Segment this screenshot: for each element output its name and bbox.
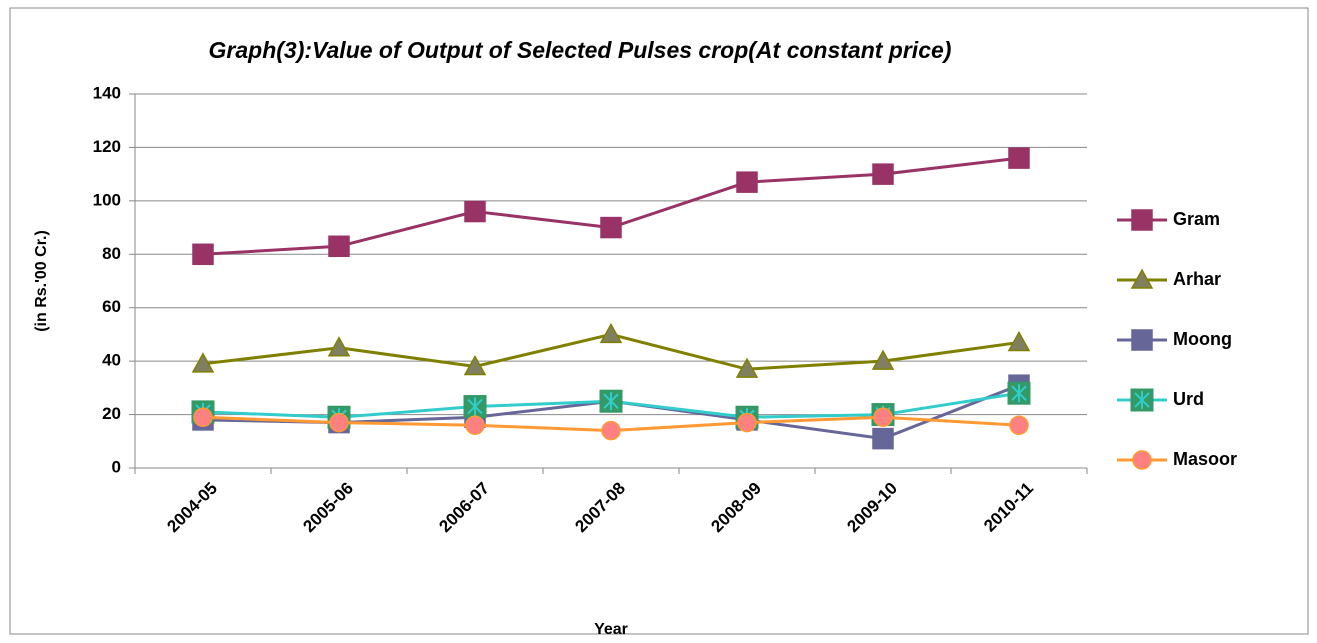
point-marker: [1008, 147, 1030, 169]
legend-marker: [1130, 388, 1154, 412]
y-tick-label: 20: [102, 404, 121, 423]
legend-label: Arhar: [1173, 269, 1221, 289]
y-tick-label: 0: [112, 457, 121, 476]
point-marker-star: [467, 397, 483, 416]
point-marker: [329, 412, 349, 433]
legend-marker: [1131, 209, 1153, 231]
y-tick-label: 100: [93, 190, 121, 209]
legend-marker-star: [1134, 391, 1150, 409]
chart-title: Graph(3):Value of Output of Selected Pul…: [209, 37, 952, 63]
point-marker: [328, 235, 350, 258]
legend-label: Gram: [1173, 209, 1220, 229]
point-marker: [465, 415, 485, 436]
point-marker: [872, 427, 894, 450]
point-marker: [463, 395, 487, 419]
point-marker: [464, 200, 486, 223]
point-marker: [1007, 381, 1031, 405]
legend-label: Masoor: [1173, 449, 1237, 469]
y-axis-label: (in Rs.'00 Cr.): [33, 230, 50, 332]
point-marker: [1007, 330, 1031, 352]
point-marker: [600, 216, 622, 239]
y-tick-label: 60: [102, 297, 121, 316]
point-marker: [599, 322, 623, 344]
legend-marker: [1132, 450, 1152, 470]
point-marker: [191, 352, 215, 373]
point-marker: [873, 407, 893, 427]
point-marker-star: [1011, 384, 1027, 403]
point-marker: [599, 389, 623, 413]
legend-label: Moong: [1173, 329, 1232, 349]
point-marker: [192, 243, 214, 266]
point-marker: [872, 163, 894, 185]
legend-marker: [1130, 268, 1154, 289]
legend-marker: [1131, 329, 1153, 351]
point-marker: [463, 354, 487, 376]
point-marker: [601, 420, 621, 441]
point-marker: [736, 171, 758, 193]
legend-label: Urd: [1173, 389, 1204, 409]
y-tick-label: 120: [93, 137, 121, 156]
y-tick-label: 80: [102, 244, 121, 263]
point-marker-star: [603, 392, 619, 411]
y-tick-label: 140: [93, 83, 121, 102]
chart-border: [9, 7, 1309, 635]
point-marker: [737, 412, 757, 433]
point-marker: [871, 349, 895, 370]
y-tick-label: 40: [102, 351, 121, 370]
point-marker: [1009, 415, 1029, 436]
point-marker: [327, 336, 351, 357]
point-marker: [193, 407, 213, 427]
x-axis-label: Year: [594, 621, 628, 638]
point-marker: [735, 357, 759, 378]
